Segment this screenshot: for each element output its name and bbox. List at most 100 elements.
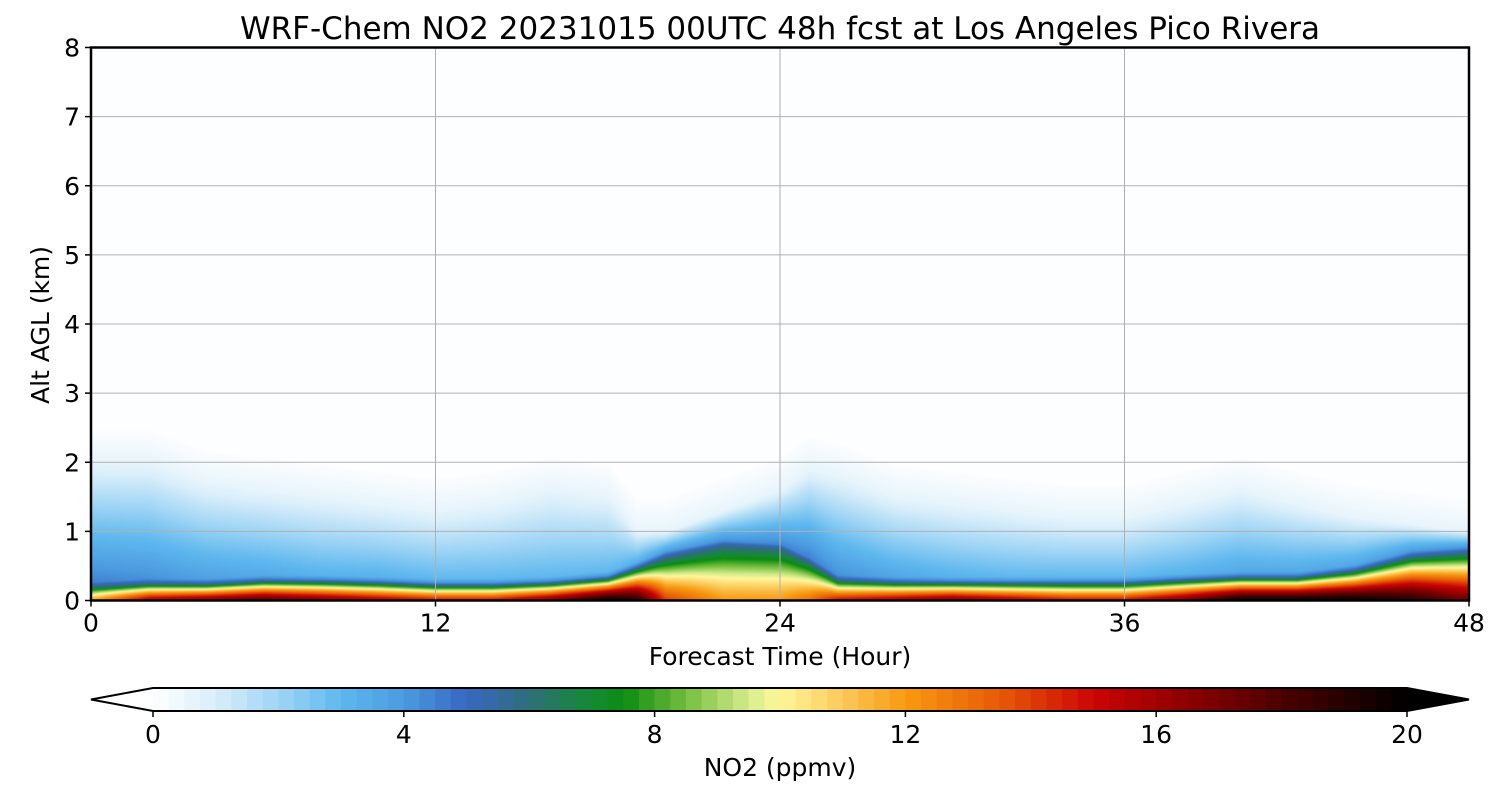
colorbar-segment [842, 688, 859, 711]
colorbar-segment [764, 688, 781, 711]
colorbar-segment [1077, 688, 1095, 711]
colorbar-tick-label: 4 [396, 720, 412, 749]
colorbar-segment [153, 688, 170, 711]
colorbar-segment [968, 688, 985, 711]
colorbar-segment [497, 688, 515, 711]
colorbar-segment [560, 688, 577, 711]
colorbar-segment [262, 688, 279, 711]
colorbar-segment [466, 688, 483, 711]
colorbar-segment [1093, 688, 1110, 711]
colorbar-segment [419, 688, 436, 711]
colorbar-segment [1344, 688, 1361, 711]
x-tick-label: 24 [764, 609, 796, 638]
y-axis-label: Alt AGL (km) [26, 246, 55, 404]
colorbar-tick-label: 12 [889, 720, 921, 749]
colorbar-segment [905, 688, 922, 711]
colorbar: 0 4 8 12 16 20 [90, 687, 1470, 749]
colorbar-segment [717, 688, 734, 711]
colorbar-segment [341, 688, 358, 711]
x-axis: 0 12 24 36 48 [83, 600, 1485, 638]
colorbar-extend-low [91, 688, 153, 711]
colorbar-segment [403, 688, 421, 711]
colorbar-segment [1140, 688, 1157, 711]
colorbar-segment [309, 688, 327, 711]
y-tick-label: 2 [64, 448, 80, 477]
y-tick-label: 7 [64, 103, 80, 132]
colorbar-segment [827, 688, 844, 711]
colorbar-segment [1203, 688, 1220, 711]
colorbar-segment [325, 688, 342, 711]
colorbar-segment [874, 688, 891, 711]
colorbar-label: NO2 (ppmv) [704, 753, 857, 782]
colorbar-segment [388, 688, 405, 711]
colorbar-extend-high [1407, 688, 1469, 711]
colorbar-segment [1187, 688, 1204, 711]
colorbar-segment [482, 688, 499, 711]
colorbar-segment [1328, 688, 1345, 711]
colorbar-segment [1359, 688, 1377, 711]
colorbar-segment [184, 688, 201, 711]
colorbar-segment [983, 688, 1001, 711]
colorbar-segment [889, 688, 906, 711]
colorbar-segment [591, 688, 609, 711]
y-tick-label: 4 [64, 310, 80, 339]
y-tick-label: 3 [64, 379, 80, 408]
y-tick-label: 1 [64, 517, 80, 546]
x-tick-label: 0 [83, 609, 99, 638]
y-tick-label: 6 [64, 172, 80, 201]
colorbar-segment [1218, 688, 1236, 711]
colorbar-segment [1015, 688, 1032, 711]
colorbar-segment [278, 688, 295, 711]
colorbar-segment [435, 688, 452, 711]
colorbar-segment [623, 688, 640, 711]
colorbar-segment [1030, 688, 1048, 711]
colorbar-segment [701, 688, 718, 711]
colorbar-segment [1297, 688, 1314, 711]
colorbar-segment [231, 688, 248, 711]
y-axis: 0 1 2 3 4 5 6 7 8 [64, 34, 91, 616]
colorbar-segment [1046, 688, 1063, 711]
colorbar-segment [654, 688, 671, 711]
colorbar-segment [1281, 688, 1298, 711]
colorbar-segment [780, 688, 797, 711]
colorbar-segment [670, 688, 687, 711]
colorbar-segment [921, 688, 938, 711]
colorbar-segment [247, 688, 264, 711]
colorbar-segment [1312, 688, 1330, 711]
colorbar-segment [607, 688, 624, 711]
colorbar-segment [529, 688, 546, 711]
colorbar-segment [544, 688, 562, 711]
colorbar-segment [1062, 688, 1079, 711]
colorbar-segment [858, 688, 875, 711]
colorbar-tick-label: 8 [647, 720, 663, 749]
colorbar-tick-label: 0 [145, 720, 161, 749]
colorbar-segment [168, 688, 185, 711]
colorbar-segment [1109, 688, 1126, 711]
colorbar-tick-label: 20 [1391, 720, 1423, 749]
x-axis-label: Forecast Time (Hour) [649, 642, 912, 671]
colorbar-tick-label: 16 [1140, 720, 1172, 749]
colorbar-segment [294, 688, 311, 711]
colorbar-segment [1375, 688, 1392, 711]
colorbar-segment [1391, 688, 1408, 711]
colorbar-segment [1265, 688, 1283, 711]
colorbar-segment [999, 688, 1016, 711]
colorbar-segment [952, 688, 969, 711]
colorbar-segment [1234, 688, 1251, 711]
x-tick-label: 36 [1109, 609, 1141, 638]
colorbar-segment [936, 688, 954, 711]
y-tick-label: 0 [64, 587, 80, 616]
colorbar-segment [215, 688, 232, 711]
colorbar-segment [200, 688, 217, 711]
colorbar-segment [1250, 688, 1267, 711]
colorbar-segment [1156, 688, 1173, 711]
x-tick-label: 48 [1453, 609, 1485, 638]
colorbar-segment [795, 688, 812, 711]
colorbar-segment [811, 688, 828, 711]
colorbar-segment [1171, 688, 1189, 711]
colorbar-segment [450, 688, 468, 711]
colorbar-segment [513, 688, 530, 711]
colorbar-segment [372, 688, 389, 711]
colorbar-segment [638, 688, 656, 711]
